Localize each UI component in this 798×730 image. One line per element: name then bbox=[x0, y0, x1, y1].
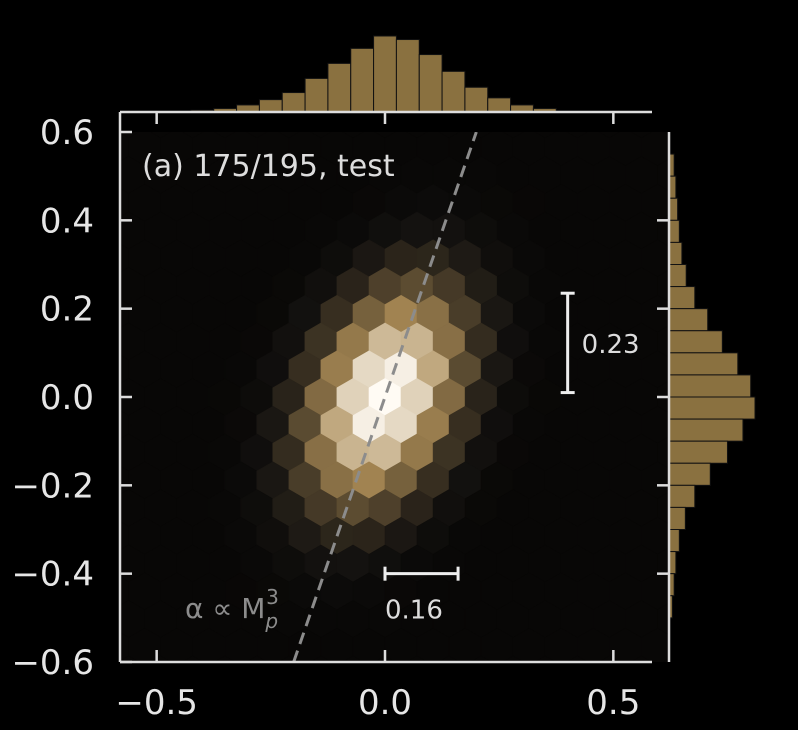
y-tick-label: −0.2 bbox=[11, 466, 94, 506]
scale-bars: 0.16 0.23 bbox=[383, 291, 640, 626]
hex-cell bbox=[566, 655, 589, 662]
hex-cell bbox=[470, 655, 493, 662]
hexbin-cells bbox=[120, 132, 668, 662]
x-histogram-bar bbox=[487, 97, 512, 113]
relation-superscript: 3 bbox=[266, 585, 279, 609]
hex-cell bbox=[213, 655, 236, 662]
hex-cell bbox=[662, 658, 668, 662]
hex-cell bbox=[502, 655, 525, 662]
x-histogram-bar bbox=[281, 92, 306, 113]
x-histogram-bar bbox=[441, 70, 466, 113]
x-histogram-bar bbox=[464, 86, 489, 113]
svg-text:α ∝ Mp3: α ∝ Mp3 bbox=[185, 585, 279, 633]
y-histogram-bar bbox=[668, 197, 679, 221]
hex-cell bbox=[406, 655, 428, 662]
y-histogram-bar bbox=[668, 219, 680, 243]
y-histogram-bar bbox=[668, 308, 709, 332]
top-marginal-histogram bbox=[120, 35, 652, 124]
relation-label: α ∝ Mp3 bbox=[185, 585, 279, 633]
x-scale-bar-label: 0.16 bbox=[385, 596, 443, 626]
hex-cell bbox=[657, 270, 668, 302]
hex-cell bbox=[640, 627, 668, 662]
y-tick-label: −0.6 bbox=[11, 643, 94, 683]
hex-cell bbox=[657, 547, 668, 580]
y-tick-label: 0.6 bbox=[40, 113, 94, 153]
x-histogram-bar bbox=[418, 54, 443, 113]
x-histogram-bar bbox=[373, 35, 397, 113]
x-tick-label: 0.5 bbox=[586, 683, 640, 723]
hex-cell bbox=[181, 655, 204, 662]
y-tick-label: 0.4 bbox=[40, 201, 94, 241]
x-histogram-bar bbox=[395, 39, 420, 113]
x-histogram-bar bbox=[304, 77, 329, 113]
y-histogram-bar bbox=[668, 506, 686, 530]
y-histogram-bar bbox=[668, 529, 680, 553]
y-histogram-bar bbox=[668, 418, 744, 442]
y-histogram-bar bbox=[668, 440, 728, 464]
relation-symbol: α ∝ M bbox=[185, 592, 265, 625]
y-histogram-bar bbox=[668, 286, 696, 310]
hex-cell bbox=[657, 603, 668, 635]
axes: 0.6 0.4 0.2 0.0 −0.2 −0.4 −0.6 −0.5 0.0 0.5 bbox=[11, 112, 652, 723]
hex-cell bbox=[309, 655, 332, 662]
y-histogram-bar bbox=[668, 241, 683, 266]
hex-cell bbox=[657, 159, 668, 191]
hex-cell bbox=[342, 655, 364, 662]
x-histogram-bar bbox=[350, 47, 375, 113]
hex-cell bbox=[630, 655, 653, 662]
relation-line bbox=[292, 132, 478, 662]
y-histogram-bar bbox=[668, 264, 687, 288]
hex-cell bbox=[120, 655, 140, 662]
hex-cell bbox=[438, 655, 461, 662]
panel-label: (a) 175/195, test bbox=[142, 149, 395, 184]
y-histogram-bar bbox=[668, 396, 756, 420]
hex-cell bbox=[657, 492, 668, 524]
y-scale-bar-label: 0.23 bbox=[582, 330, 640, 360]
y-tick-label: 0.2 bbox=[40, 290, 94, 330]
x-histogram-bar bbox=[258, 99, 283, 113]
relation-subscript: p bbox=[264, 609, 278, 633]
y-histogram-bar bbox=[668, 330, 723, 354]
y-histogram-bar bbox=[668, 484, 696, 508]
y-tick-label: 0.0 bbox=[40, 378, 94, 418]
y-histogram-bar bbox=[668, 352, 739, 376]
hex-cell bbox=[245, 655, 268, 662]
y-tick-label: −0.4 bbox=[11, 555, 94, 595]
hex-cell bbox=[534, 655, 557, 662]
y-histogram-bar bbox=[668, 462, 711, 486]
hex-cell bbox=[657, 325, 668, 358]
x-tick-label: 0.0 bbox=[358, 683, 412, 723]
y-histogram-bar bbox=[668, 374, 752, 398]
x-histogram-bar bbox=[327, 62, 352, 113]
x-tick-label: −0.5 bbox=[115, 683, 198, 723]
right-marginal-histogram bbox=[657, 132, 756, 662]
hex-cell bbox=[657, 436, 668, 469]
